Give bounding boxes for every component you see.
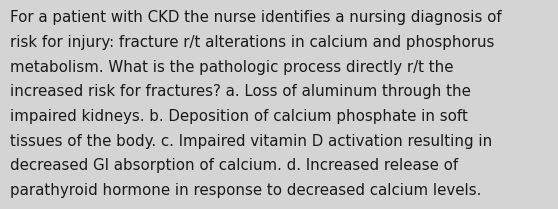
Text: impaired kidneys. b. Deposition of calcium phosphate in soft: impaired kidneys. b. Deposition of calci… (10, 109, 468, 124)
Text: For a patient with CKD the nurse identifies a nursing diagnosis of: For a patient with CKD the nurse identif… (10, 10, 502, 25)
Text: increased risk for fractures? a. Loss of aluminum through the: increased risk for fractures? a. Loss of… (10, 84, 471, 99)
Text: tissues of the body. c. Impaired vitamin D activation resulting in: tissues of the body. c. Impaired vitamin… (10, 134, 492, 149)
Text: risk for injury: fracture r/t alterations in calcium and phosphorus: risk for injury: fracture r/t alteration… (10, 35, 494, 50)
Text: metabolism. What is the pathologic process directly r/t the: metabolism. What is the pathologic proce… (10, 60, 454, 75)
Text: parathyroid hormone in response to decreased calcium levels.: parathyroid hormone in response to decre… (10, 183, 482, 198)
Text: decreased GI absorption of calcium. d. Increased release of: decreased GI absorption of calcium. d. I… (10, 158, 458, 173)
